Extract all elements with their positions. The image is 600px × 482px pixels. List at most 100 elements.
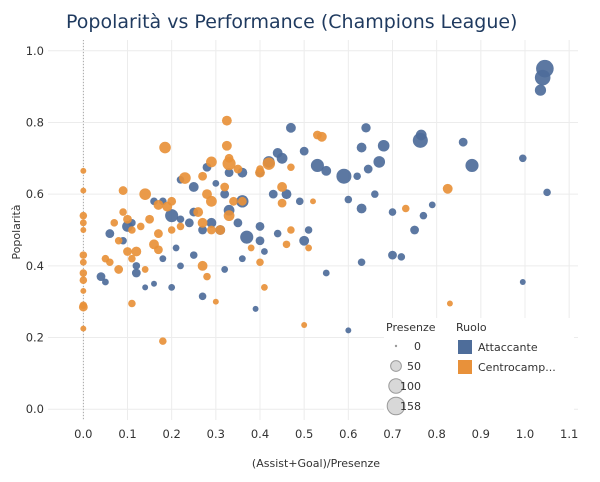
data-point — [238, 255, 246, 263]
data-point — [410, 225, 419, 235]
data-point — [145, 214, 154, 224]
size-legend-marker — [388, 378, 404, 394]
data-point — [295, 197, 304, 206]
size-legend-marker — [390, 360, 402, 372]
data-point — [212, 298, 219, 305]
y-tick-label: 0.2 — [26, 331, 44, 345]
data-point — [240, 230, 254, 244]
color-legend: Ruolo Attaccante Centrocamp... — [456, 321, 556, 374]
x-tick-label: 0.5 — [295, 427, 313, 441]
data-point — [388, 250, 397, 260]
data-point — [442, 183, 453, 194]
data-point — [198, 292, 207, 301]
data-point — [220, 182, 230, 192]
size-legend-marker — [386, 396, 406, 416]
y-tick-label: 0.0 — [26, 402, 44, 416]
data-point — [344, 195, 353, 204]
data-point — [197, 260, 208, 271]
data-point — [316, 131, 327, 142]
data-point — [222, 157, 236, 171]
data-point — [357, 258, 366, 267]
data-point — [79, 251, 88, 259]
data-point — [428, 201, 436, 209]
data-point — [261, 283, 268, 291]
chart-title: Popolarità vs Performance (Champions Lea… — [66, 11, 517, 33]
data-point — [252, 305, 259, 312]
data-point — [153, 199, 164, 210]
data-point — [139, 188, 151, 200]
data-point — [401, 204, 410, 213]
data-point — [96, 272, 106, 282]
data-point — [345, 327, 352, 334]
size-legend-label: 0 — [414, 340, 421, 353]
data-point — [356, 203, 367, 214]
data-point — [534, 69, 551, 86]
y-tick-label: 0.6 — [26, 187, 44, 201]
data-point — [221, 115, 232, 126]
data-point — [159, 337, 167, 345]
data-point — [220, 189, 230, 199]
data-point — [142, 284, 149, 291]
y-tick-label: 0.8 — [26, 115, 44, 129]
data-point — [159, 141, 171, 154]
data-point — [80, 167, 87, 174]
data-point — [277, 182, 288, 192]
data-point — [310, 158, 324, 173]
data-point — [189, 251, 198, 259]
data-point — [159, 255, 167, 263]
data-point — [215, 225, 226, 235]
data-point — [212, 179, 220, 187]
y-tick-label: 1.0 — [26, 44, 44, 58]
data-point — [114, 236, 123, 245]
data-point — [206, 195, 217, 207]
data-point — [304, 226, 313, 234]
data-point — [168, 283, 176, 291]
data-point — [128, 226, 136, 234]
data-point — [281, 189, 292, 200]
x-tick-label: 0.3 — [207, 427, 225, 441]
data-points — [78, 59, 554, 345]
size-legend: Presenze 0 50 100 158 — [386, 321, 436, 416]
data-point — [301, 322, 308, 328]
x-tick-label: 0.9 — [472, 427, 490, 441]
data-point — [101, 254, 110, 263]
data-point — [165, 209, 179, 223]
x-tick-label: 0.7 — [383, 427, 401, 441]
x-tick-label: 0.1 — [118, 427, 136, 441]
data-point — [299, 235, 310, 246]
x-tick-label: 0.0 — [74, 427, 92, 441]
data-point — [223, 210, 235, 222]
color-legend-title: Ruolo — [456, 321, 487, 334]
x-tick-label: 0.6 — [339, 427, 357, 441]
data-point — [123, 247, 132, 256]
data-point — [79, 219, 87, 227]
size-legend-title: Presenze — [386, 321, 436, 334]
data-point — [229, 196, 238, 206]
data-point — [206, 217, 217, 228]
data-point — [188, 182, 199, 192]
y-axis-ticks: 0.0 0.2 0.4 0.6 0.8 1.0 — [26, 44, 44, 416]
data-point — [128, 254, 136, 263]
data-point — [119, 208, 127, 216]
data-point — [310, 198, 316, 205]
data-point — [221, 266, 229, 273]
data-point — [412, 132, 428, 148]
data-point — [419, 211, 428, 220]
data-point — [534, 84, 547, 96]
data-point — [110, 219, 119, 227]
data-point — [277, 198, 287, 208]
data-point — [118, 186, 128, 195]
x-axis-label: (Assist+Goal)/Presenze — [252, 457, 380, 470]
data-point — [282, 240, 291, 249]
data-point — [322, 269, 330, 277]
data-point — [131, 246, 142, 257]
data-point — [363, 164, 373, 174]
data-point — [162, 201, 173, 212]
x-tick-label: 0.4 — [251, 427, 269, 441]
x-axis-ticks: 0.0 0.1 0.2 0.3 0.4 0.5 0.6 0.7 0.8 0.9 1.0 1.1 — [74, 427, 578, 441]
data-point — [255, 236, 265, 246]
legend-background — [384, 318, 574, 422]
data-point — [356, 142, 367, 153]
data-point — [465, 158, 479, 173]
data-point — [80, 325, 87, 332]
